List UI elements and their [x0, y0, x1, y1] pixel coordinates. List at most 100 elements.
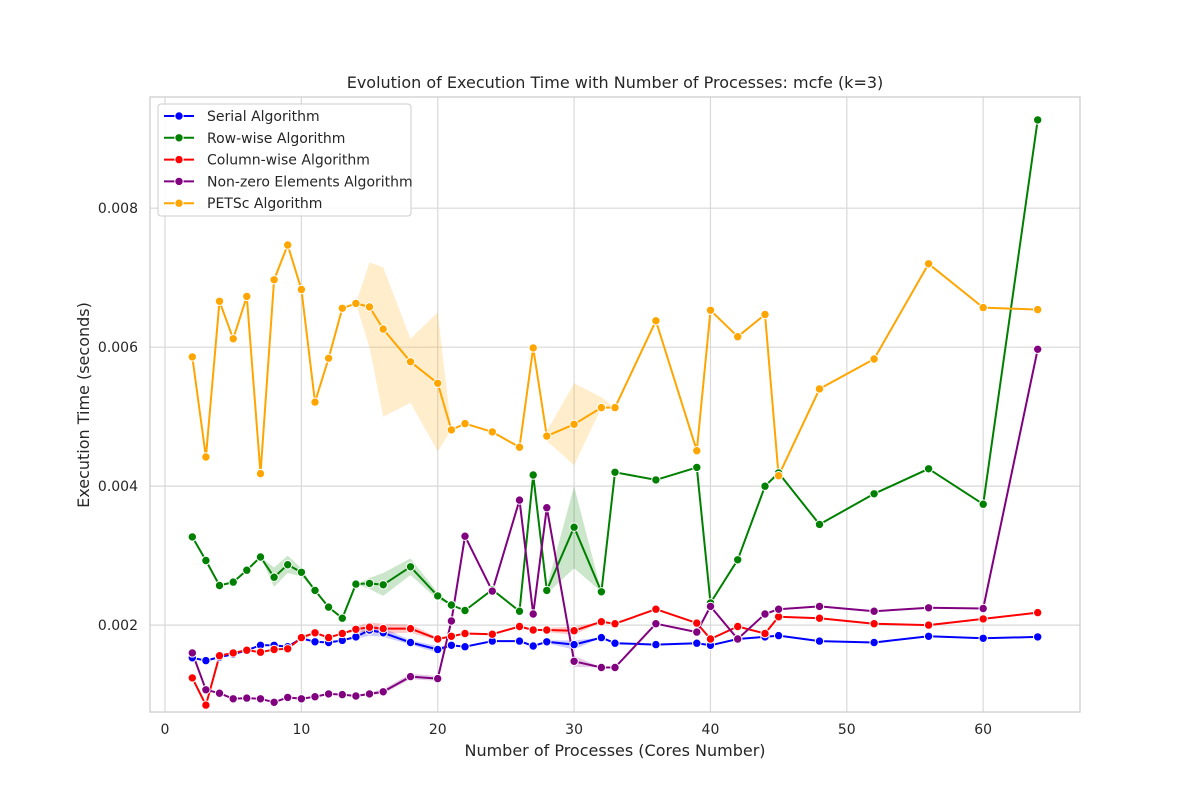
non-zero-elements-algorithm-point [283, 692, 293, 703]
petsc-algorithm-point [337, 303, 347, 313]
column-wise-algorithm-point [542, 625, 552, 635]
column-wise-algorithm-point [569, 626, 579, 636]
petsc-algorithm-point [542, 431, 552, 441]
row-wise-algorithm-point [692, 462, 702, 473]
legend-marker-column-wise-algorithm [174, 154, 184, 165]
petsc-algorithm-point [773, 471, 784, 481]
row-wise-algorithm-band [192, 119, 1038, 619]
petsc-algorithm-point [760, 309, 770, 320]
row-wise-algorithm-point [569, 522, 579, 532]
column-wise-algorithm-point [433, 634, 443, 644]
row-wise-algorithm-point [433, 591, 443, 601]
column-wise-algorithm-point [214, 651, 225, 661]
petsc-algorithm-point [351, 298, 361, 309]
non-zero-elements-algorithm-point [201, 685, 211, 695]
row-wise-algorithm-point [651, 475, 661, 485]
non-zero-elements-algorithm-point [1033, 344, 1043, 354]
serial-algorithm-point [610, 638, 620, 648]
serial-algorithm-point [542, 637, 552, 647]
serial-algorithm-point [1033, 632, 1043, 642]
petsc-algorithm-point [310, 397, 320, 407]
column-wise-algorithm-point [242, 645, 252, 655]
row-wise-algorithm-point [296, 567, 307, 577]
row-wise-algorithm-point [528, 470, 538, 480]
petsc-algorithm-point [283, 240, 293, 250]
legend-label-non-zero-elements-algorithm: Non-zero Elements Algorithm [207, 174, 413, 190]
row-wise-algorithm-point [310, 585, 320, 596]
column-wise-algorithm-point [596, 617, 607, 627]
row-wise-algorithm-point [283, 560, 293, 570]
non-zero-elements-algorithm-point [214, 688, 225, 698]
column-wise-algorithm-point [978, 614, 988, 624]
column-wise-algorithm-point [405, 623, 416, 634]
non-zero-elements-algorithm-point [542, 503, 552, 513]
row-wise-algorithm-point [405, 562, 416, 572]
column-wise-algorithm-point [351, 624, 361, 634]
series-points [187, 115, 1043, 710]
legend-label-petsc-algorithm: PETSc Algorithm [207, 196, 322, 212]
legend-marker-petsc-algorithm [174, 198, 184, 208]
row-wise-algorithm-point [337, 613, 347, 623]
chart-title: Evolution of Execution Time with Number … [347, 73, 884, 92]
petsc-algorithm-point [228, 334, 238, 344]
row-wise-algorithm-point [596, 587, 607, 597]
row-wise-algorithm-point [364, 578, 375, 589]
row-wise-algorithm-point [201, 555, 211, 566]
legend-marker-serial-algorithm [174, 111, 184, 121]
legend-marker-non-zero-elements-algorithm [174, 176, 184, 187]
non-zero-elements-algorithm-point [364, 689, 375, 699]
column-wise-algorithm-point [528, 625, 538, 635]
non-zero-elements-algorithm-point [733, 634, 743, 644]
serial-algorithm-point [596, 632, 607, 643]
non-zero-elements-algorithm-point [923, 603, 934, 613]
serial-algorithm-point [460, 642, 470, 652]
petsc-algorithm-point [528, 343, 538, 353]
serial-algorithm-point [773, 630, 784, 641]
row-wise-algorithm-point [446, 600, 457, 610]
row-wise-algorithm-point [760, 481, 770, 491]
column-wise-algorithm-point [310, 628, 320, 638]
serial-algorithm-point [446, 640, 457, 650]
non-zero-elements-algorithm-point [255, 694, 266, 704]
non-zero-elements-algorithm-point [869, 606, 879, 616]
petsc-algorithm-point [610, 402, 620, 413]
column-wise-algorithm-point [201, 700, 211, 710]
petsc-algorithm-point [255, 468, 266, 479]
row-wise-algorithm-point [978, 499, 988, 509]
column-wise-algorithm-point [814, 613, 825, 623]
x-tick-label: 30 [565, 722, 583, 738]
non-zero-elements-algorithm-point [569, 656, 579, 666]
column-wise-algorithm-point [610, 619, 620, 629]
petsc-algorithm-point [733, 332, 743, 342]
row-wise-algorithm-point [242, 565, 252, 575]
non-zero-elements-algorithm-point [692, 627, 702, 637]
non-zero-elements-algorithm-point [610, 662, 620, 673]
row-wise-algorithm-point [323, 602, 334, 612]
petsc-algorithm-point [187, 352, 198, 362]
non-zero-elements-algorithm-point [228, 694, 238, 704]
legend-box [157, 103, 412, 217]
serial-algorithm-point [651, 639, 661, 650]
row-wise-algorithm-point [610, 467, 620, 477]
column-wise-algorithm-point [255, 647, 266, 657]
column-wise-algorithm-point [760, 628, 770, 639]
row-wise-algorithm-point [514, 606, 525, 616]
column-wise-algorithm-point [378, 623, 388, 634]
legend: Serial Algorithm Row-wise Algorithm Column… [157, 103, 413, 217]
serial-algorithm-point [514, 636, 525, 646]
serial-algorithm-point [433, 644, 443, 655]
grid [150, 97, 1080, 712]
column-wise-algorithm-point [692, 618, 702, 628]
column-wise-algorithm-point [514, 621, 525, 632]
column-wise-algorithm-point [705, 634, 716, 644]
petsc-algorithm-point [364, 302, 375, 312]
serial-algorithm-point [814, 636, 825, 646]
non-zero-elements-algorithm-point [705, 601, 716, 612]
column-wise-algorithm-point [269, 644, 279, 655]
petsc-algorithm-point [296, 284, 307, 295]
y-axis-label: Execution Time (seconds) [74, 302, 93, 508]
serial-algorithm-point [923, 631, 934, 641]
column-wise-algorithm-point [283, 644, 293, 654]
column-wise-algorithm-point [187, 673, 198, 683]
